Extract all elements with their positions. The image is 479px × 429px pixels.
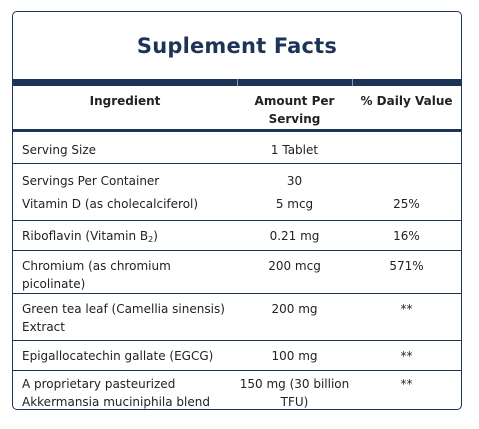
daily-value-cell: ** — [400, 376, 413, 391]
daily-value-cell — [352, 163, 461, 190]
table-row: Epigallocatechin gallate (EGCG) 100 mg *… — [13, 340, 461, 370]
amount-cell: 150 mg (30 billion TFU) — [239, 376, 350, 409]
daily-value-cell — [352, 130, 461, 163]
amount-cell: 200 mg — [271, 301, 318, 316]
header-daily-value: % Daily Value — [360, 94, 453, 108]
table-header-row: Ingredient Amount Per Serving % Daily Va… — [13, 86, 461, 130]
header-top-bar — [13, 79, 461, 86]
ingredient-tail: ) — [153, 228, 158, 243]
amount-cell: 30 — [286, 173, 303, 188]
ingredient-cell: Servings Per Container — [22, 173, 160, 188]
daily-value-cell: ** — [400, 301, 413, 316]
table-row: Serving Size 1 Tablet — [13, 130, 461, 163]
table-row: A proprietary pasteurized Akkermansia mu… — [13, 370, 461, 409]
column-divider — [237, 79, 238, 86]
table-row: Riboflavin (Vitamin B2) 0.21 mg 16% — [13, 220, 461, 250]
facts-table: Ingredient Amount Per Serving % Daily Va… — [13, 86, 461, 409]
title-row: Suplement Facts — [13, 12, 461, 79]
daily-value-cell: 25% — [393, 197, 420, 211]
subscript: 2 — [148, 234, 154, 244]
ingredient-cell: Riboflavin (Vitamin B2) — [13, 220, 237, 250]
amount-cell: 200 mcg — [268, 258, 321, 273]
amount-cell: 100 mg — [271, 348, 318, 363]
panel-title: Suplement Facts — [136, 33, 338, 58]
ingredient-cell: Vitamin D (as cholecalciferol) — [22, 197, 199, 211]
ingredient-cell: A proprietary pasteurized Akkermansia mu… — [22, 376, 210, 409]
amount-cell: 0.21 mg — [269, 228, 320, 243]
daily-value-cell: 16% — [393, 228, 420, 243]
daily-value-cell: 571% — [389, 258, 424, 273]
ingredient-cell: Chromium (as chromium picolinate) — [22, 258, 171, 291]
header-amount: Amount Per Serving — [254, 94, 335, 126]
ingredient-cell: Green tea leaf (Camellia sinensis) Extra… — [22, 301, 225, 334]
table-row: Green tea leaf (Camellia sinensis) Extra… — [13, 293, 461, 340]
amount-cell: 5 mcg — [275, 197, 314, 211]
ingredient-cell: Serving Size — [22, 142, 97, 157]
table-row: Chromium (as chromium picolinate) 200 mc… — [13, 250, 461, 293]
amount-cell: 1 Tablet — [270, 142, 319, 157]
daily-value-cell: ** — [400, 348, 413, 363]
table-row: Servings Per Container 30 — [13, 163, 461, 190]
ingredient-cell: Epigallocatechin gallate (EGCG) — [22, 348, 214, 363]
ingredient-text: Riboflavin (Vitamin B — [22, 228, 149, 243]
table-row: Vitamin D (as cholecalciferol) 5 mcg 25% — [13, 190, 461, 220]
supplement-facts-panel: Suplement Facts Ingredient Amount Per Se… — [12, 11, 462, 410]
header-ingredient: Ingredient — [89, 94, 161, 108]
column-divider — [352, 79, 353, 86]
